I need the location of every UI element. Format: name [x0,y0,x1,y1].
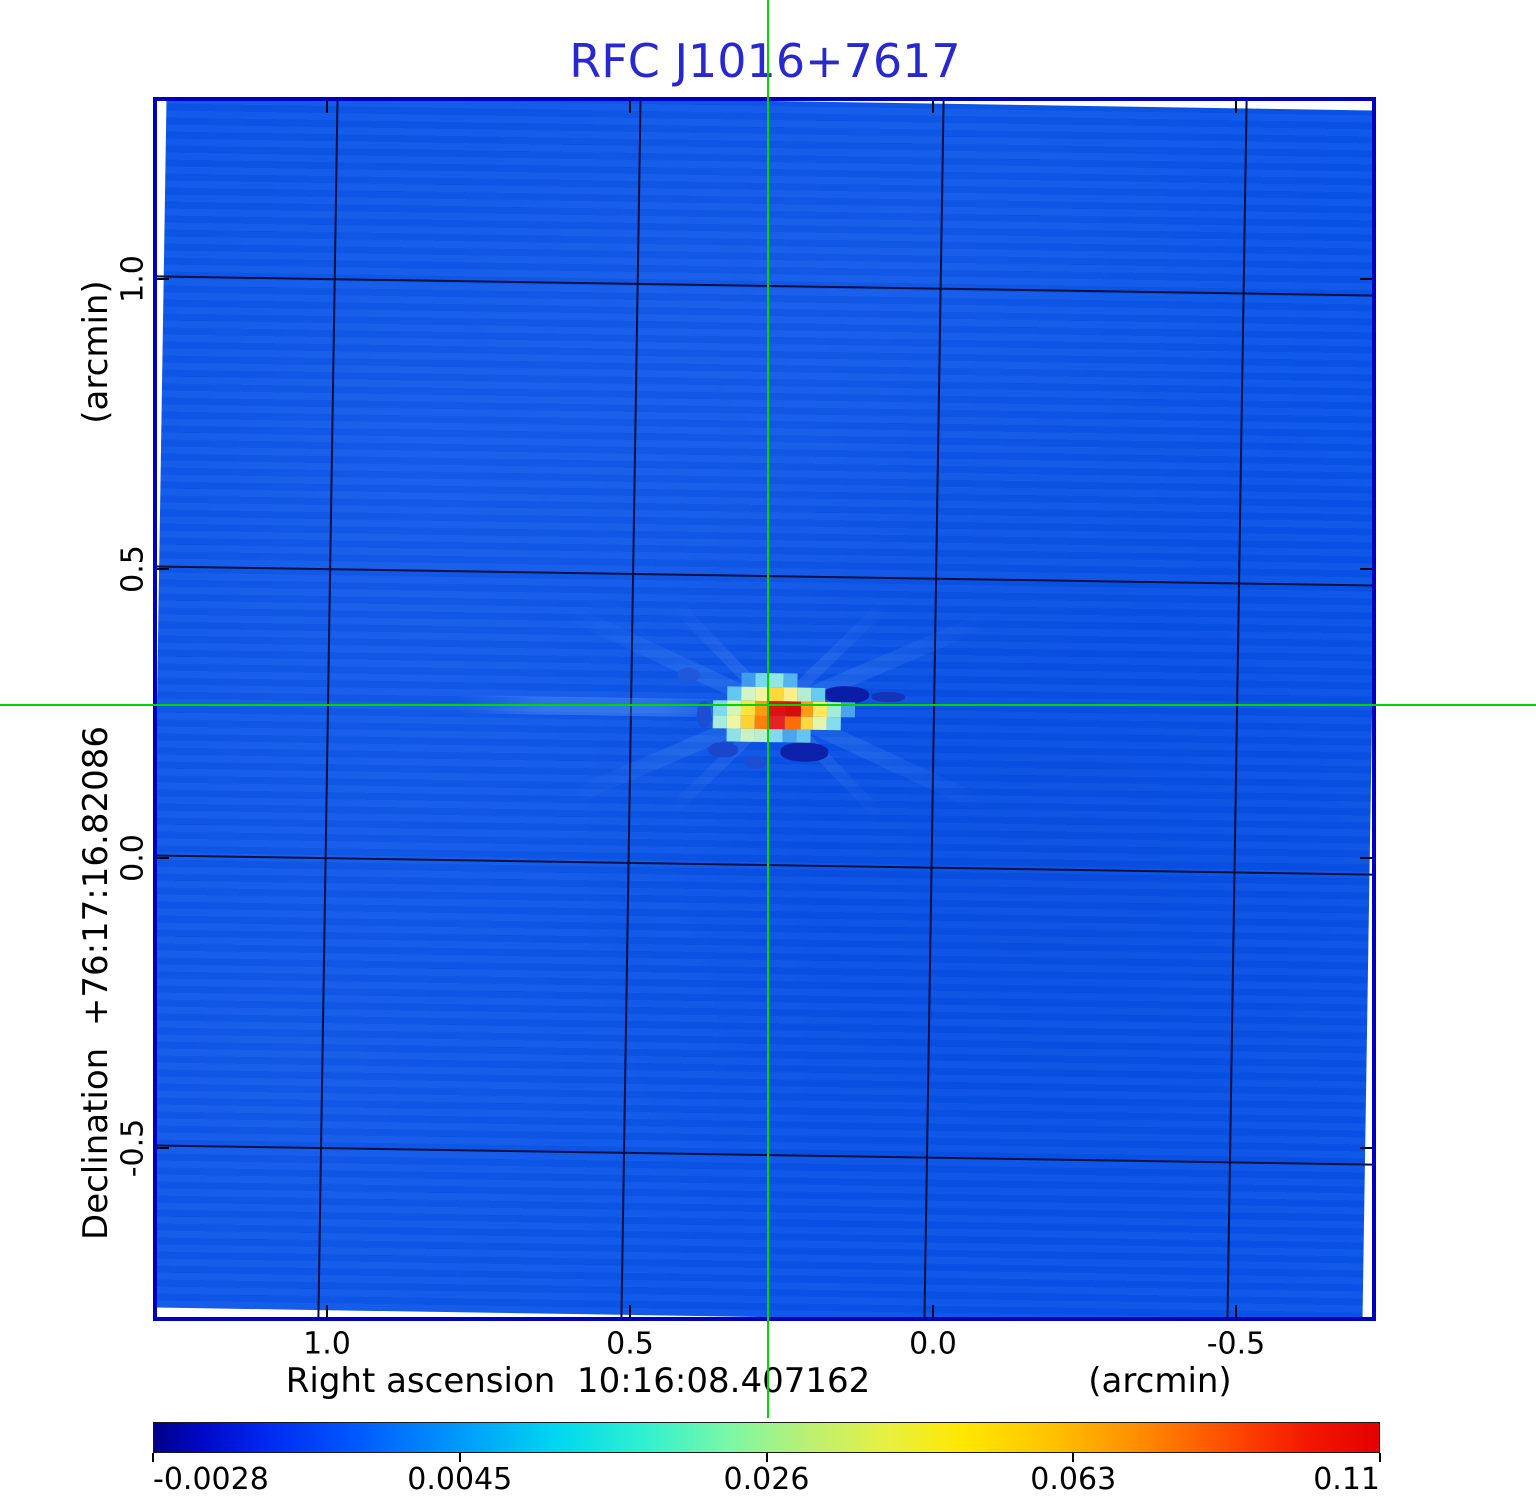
colorbar [153,1422,1380,1453]
colorbar-tick [152,1453,154,1462]
y-tick-right [1360,568,1372,570]
colorbar-tick [765,1453,768,1462]
source-pixel [797,687,812,702]
source-pixel [769,687,784,702]
negative-sidelobe-blob [708,742,739,758]
source-pixel [784,716,801,730]
x-tick-label: 0.5 [606,1326,654,1362]
plot-frame [153,97,1376,1321]
y-tick-left [157,1147,169,1149]
source-pixel [812,716,827,730]
crosshair-vertical-line [767,0,769,1418]
source-pixel [782,729,797,743]
y-tick-label: 1.0 [115,255,151,303]
y-tick-label: 0.5 [115,545,151,593]
source-pixel [741,686,756,701]
source-pixel [712,715,727,729]
y-tick-label: -0.5 [115,1118,151,1178]
colorbar-tick [1379,1453,1381,1462]
x-axis-unit-label: (arcmin) [1088,1361,1232,1401]
source-pixel [740,728,755,742]
x-tick-top [326,101,328,113]
source-pixel [726,700,742,716]
y-tick-left [157,278,169,280]
source-pixel [740,700,756,716]
negative-sidelobe-blob [871,691,906,703]
colorbar-tick-label: 0.063 [1030,1462,1117,1497]
colorbar-tick-label: 0.026 [723,1462,810,1497]
source-pixel [769,673,784,688]
grid-line-horizontal [157,853,1372,876]
grid-line-vertical [1225,101,1248,1317]
y-tick-right [1360,1147,1372,1149]
source-pixel [783,687,798,702]
source-pixel [726,715,741,729]
source-pixel [796,729,811,743]
x-tick-label: -0.5 [1206,1326,1266,1362]
source-pixel [741,672,756,687]
x-tick-bottom [1235,1305,1237,1317]
colorbar-tick-label: 0.0045 [407,1462,513,1497]
grid-line-horizontal [157,565,1372,588]
colorbar-tick-label: -0.0028 [153,1462,269,1497]
x-tick-label: 0.0 [909,1326,957,1362]
x-tick-label: 1.0 [303,1326,351,1362]
colorbar-tick [1072,1453,1075,1462]
negative-sidelobe-blob [744,755,767,770]
plot-title: RFC J1016+7617 [569,34,961,88]
x-tick-top [629,101,631,113]
source-pixel [727,686,742,701]
y-tick-left [157,568,169,570]
y-tick-right [1360,278,1372,280]
negative-sidelobe-blob [677,667,700,682]
x-tick-bottom [326,1305,328,1317]
grid-line-vertical [922,101,946,1317]
x-tick-bottom [629,1305,631,1317]
x-tick-bottom [932,1305,934,1317]
x-axis-title: Right ascension 10:16:08.407162 [285,1361,871,1401]
y-tick-right [1360,857,1372,859]
source-pixel [826,716,841,731]
y-axis-unit-label: (arcmin) [76,280,116,424]
grid-line-horizontal [157,275,1372,298]
y-tick-left [157,857,169,859]
grid-line-horizontal [157,1143,1372,1166]
source-pixel [811,687,826,702]
grid-line-vertical [317,101,340,1317]
colorbar-tick [458,1453,461,1462]
source-pixel [726,728,741,742]
negative-sidelobe-blob [823,685,870,704]
x-tick-top [1235,101,1237,113]
source-pixel [712,700,728,716]
source-pixel [783,673,798,688]
source-pixel [768,716,785,730]
x-tick-top [932,101,934,113]
colorbar-tick-label: 0.11 [1313,1462,1380,1497]
source-pixel [768,729,783,743]
source-pixel [740,715,755,729]
sky-image [157,101,1372,1317]
source-pixel [800,716,813,730]
negative-sidelobe-blob [780,742,829,763]
y-axis-title: Declination +76:17:16.82086 [76,726,116,1240]
y-tick-label: 0.0 [115,834,151,882]
